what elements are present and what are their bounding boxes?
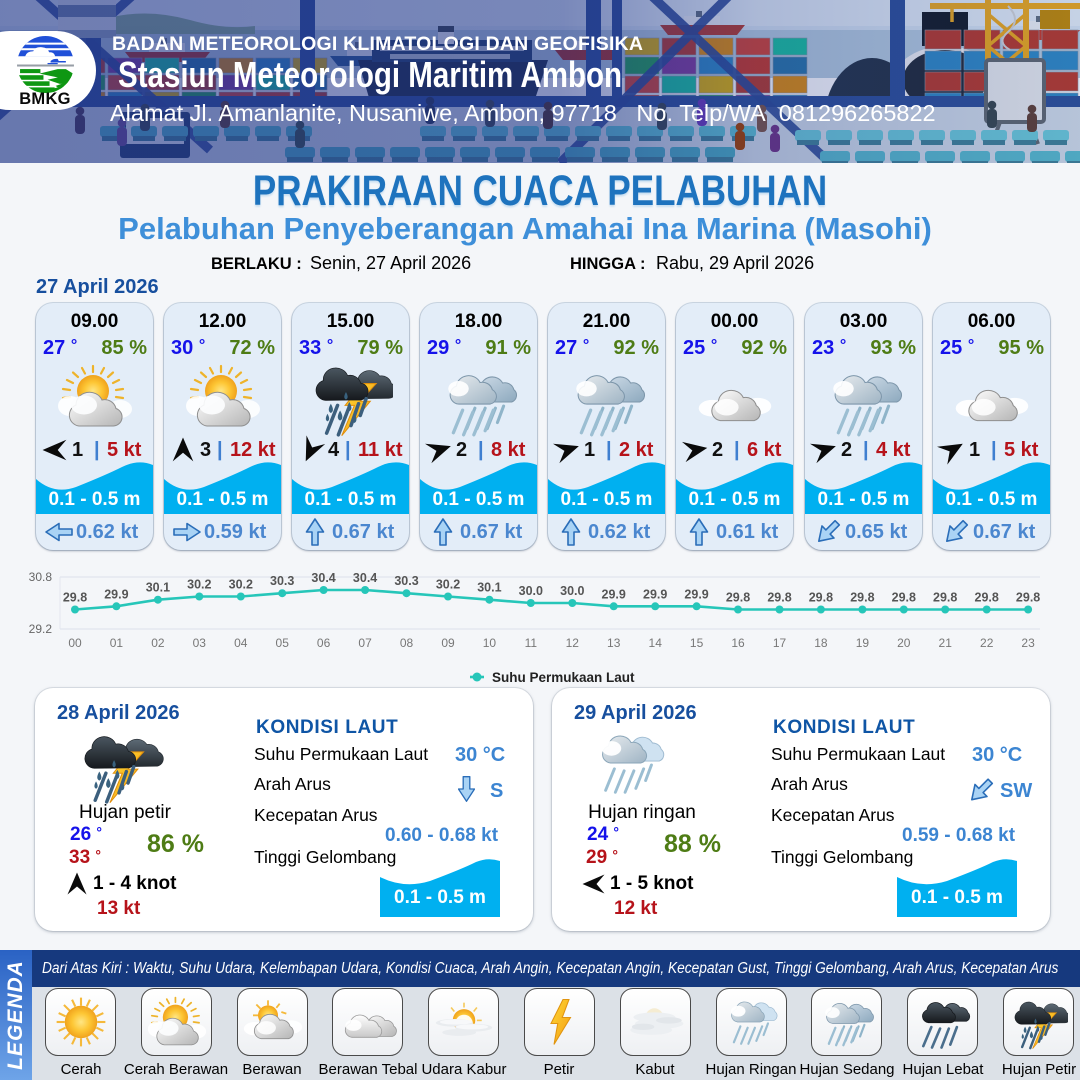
svg-text:01: 01 xyxy=(110,636,124,650)
svg-text:00: 00 xyxy=(68,636,82,650)
svg-text:29.9: 29.9 xyxy=(684,587,708,601)
svg-text:30.2: 30.2 xyxy=(187,578,211,592)
svg-text:20: 20 xyxy=(897,636,911,650)
svg-text:03: 03 xyxy=(193,636,207,650)
svg-text:29.8: 29.8 xyxy=(767,591,791,605)
svg-text:02: 02 xyxy=(151,636,165,650)
svg-text:30.2: 30.2 xyxy=(229,578,253,592)
svg-text:30.2: 30.2 xyxy=(436,578,460,592)
svg-text:29.9: 29.9 xyxy=(602,587,626,601)
svg-text:14: 14 xyxy=(649,636,663,650)
svg-text:30.0: 30.0 xyxy=(560,584,584,598)
svg-text:29.2: 29.2 xyxy=(29,622,53,636)
svg-text:29.8: 29.8 xyxy=(63,591,87,605)
svg-text:23: 23 xyxy=(1021,636,1035,650)
svg-text:15: 15 xyxy=(690,636,704,650)
svg-text:13: 13 xyxy=(607,636,621,650)
svg-text:05: 05 xyxy=(276,636,290,650)
svg-text:22: 22 xyxy=(980,636,994,650)
svg-text:29.8: 29.8 xyxy=(809,591,833,605)
svg-text:08: 08 xyxy=(400,636,414,650)
svg-text:30.3: 30.3 xyxy=(270,574,294,588)
svg-text:29.8: 29.8 xyxy=(933,591,957,605)
svg-text:29.9: 29.9 xyxy=(104,587,128,601)
svg-text:04: 04 xyxy=(234,636,248,650)
svg-text:29.8: 29.8 xyxy=(1016,591,1040,605)
svg-text:29.9: 29.9 xyxy=(643,587,667,601)
svg-text:0.1 - 0.5 m: 0.1 - 0.5 m xyxy=(911,887,1003,908)
svg-text:Suhu Permukaan Laut: Suhu Permukaan Laut xyxy=(492,670,635,685)
svg-text:29.8: 29.8 xyxy=(975,591,999,605)
svg-text:10: 10 xyxy=(483,636,497,650)
svg-text:07: 07 xyxy=(358,636,372,650)
svg-text:29.8: 29.8 xyxy=(850,591,874,605)
svg-text:30.1: 30.1 xyxy=(477,581,501,595)
svg-text:21: 21 xyxy=(939,636,953,650)
svg-text:18: 18 xyxy=(814,636,828,650)
svg-text:0.1 - 0.5 m: 0.1 - 0.5 m xyxy=(394,887,486,908)
svg-text:12: 12 xyxy=(566,636,580,650)
svg-text:11: 11 xyxy=(525,636,538,650)
svg-text:17: 17 xyxy=(773,636,787,650)
svg-text:29.8: 29.8 xyxy=(726,591,750,605)
svg-text:30.1: 30.1 xyxy=(146,581,170,595)
svg-text:30.4: 30.4 xyxy=(353,571,377,585)
svg-text:19: 19 xyxy=(856,636,870,650)
svg-text:30.4: 30.4 xyxy=(311,571,335,585)
svg-text:30.3: 30.3 xyxy=(394,574,418,588)
svg-text:09: 09 xyxy=(441,636,455,650)
svg-text:16: 16 xyxy=(731,636,745,650)
svg-text:29.8: 29.8 xyxy=(892,591,916,605)
svg-text:30.8: 30.8 xyxy=(29,570,53,584)
svg-text:06: 06 xyxy=(317,636,331,650)
svg-text:30.0: 30.0 xyxy=(519,584,543,598)
